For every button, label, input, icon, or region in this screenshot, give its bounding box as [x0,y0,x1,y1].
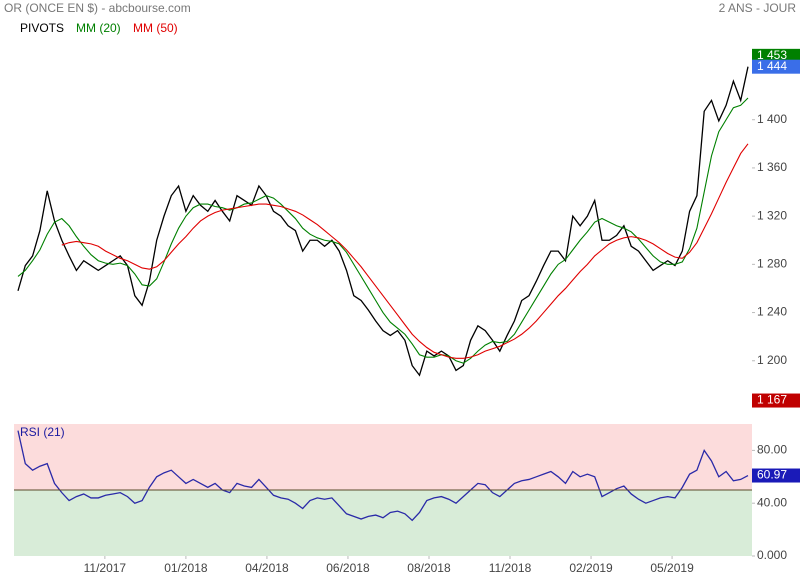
price-tag-label: 1 453 [757,48,787,62]
series-line [17,97,749,364]
price-tag [752,393,800,408]
price-tag-label: 1 444 [757,59,787,73]
y-tick-label: 1 200 [757,353,787,367]
x-tick-label: 11/2017 [84,561,127,575]
y-tick-label: 80.00 [757,443,787,457]
x-tick-label: 08/2018 [407,561,451,575]
x-tick-label: 11/2018 [489,561,532,575]
series-line [17,430,749,522]
legend-ma50: MM (50) [133,21,178,35]
price-tag [752,59,800,74]
y-tick-label: 1 400 [757,112,787,126]
pivots-label: PIVOTS [20,21,64,35]
chart-subtitle: 2 ANS - JOUR [719,1,797,15]
series-line [17,66,749,377]
rsi-zone [14,424,752,490]
x-tick-label: 06/2018 [326,561,370,575]
y-tick-label: 40.00 [757,495,787,509]
price-tag [752,48,800,63]
series-line [61,143,749,359]
y-tick-label: 1 320 [757,208,787,222]
chart-title: OR (ONCE EN $) - abcbourse.com [4,1,191,15]
x-tick-label: 05/2019 [650,561,694,575]
rsi-background [14,424,752,556]
y-tick-label: 1 360 [757,160,787,174]
rsi-title: RSI (21) [20,425,65,439]
last-value-tag [752,468,800,483]
y-tick-label: 1 240 [757,305,787,319]
y-tick-label: 1 280 [757,257,787,271]
y-tick-label: 0.000 [757,548,787,562]
x-tick-label: 01/2018 [164,561,208,575]
rsi-zone [14,490,752,556]
x-tick-label: 02/2019 [569,561,613,575]
plots [17,66,749,522]
price-tag-label: 1 167 [757,393,787,407]
last-value-label: 60.97 [757,468,787,482]
legend-ma20: MM (20) [76,21,121,35]
x-tick-label: 04/2018 [245,561,289,575]
